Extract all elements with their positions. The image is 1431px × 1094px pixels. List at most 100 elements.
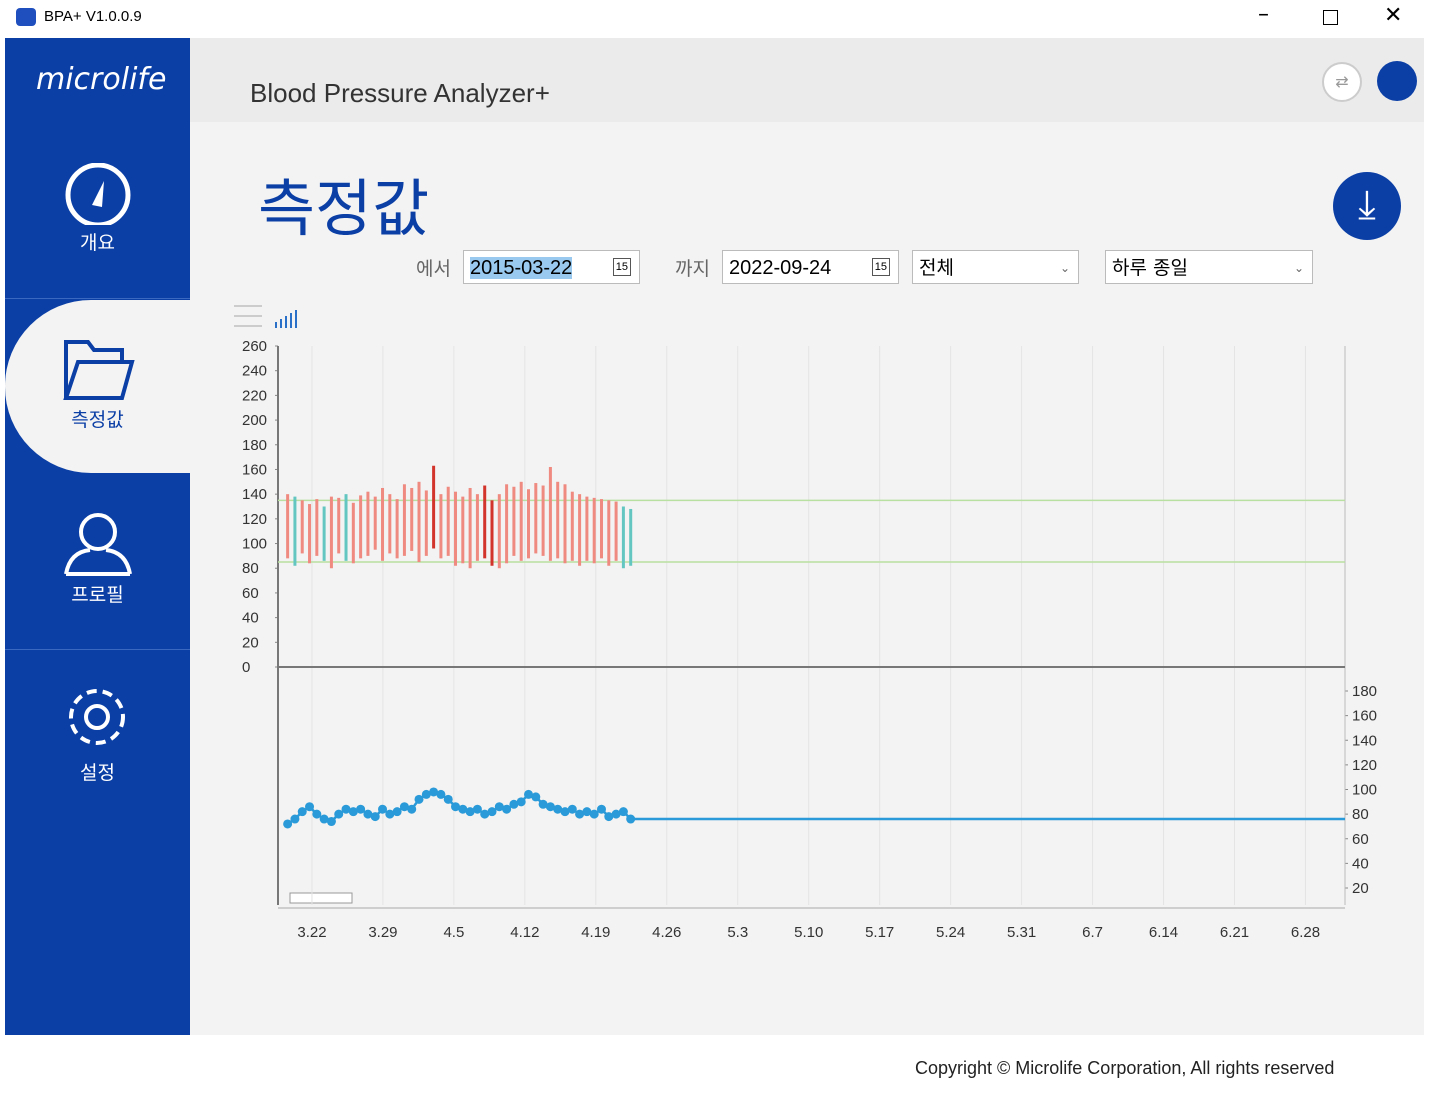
bp-bar (599, 499, 603, 559)
pulse-point (480, 809, 490, 819)
calendar-icon[interactable]: 15 (612, 258, 631, 276)
x-tick-label: 6.21 (1220, 924, 1249, 941)
pulse-point (451, 802, 461, 812)
folder-icon (63, 340, 135, 400)
y2-tick-label: 120 (1352, 757, 1377, 774)
overview-icon (65, 163, 131, 225)
brand: microlife (36, 62, 167, 97)
time-select[interactable]: 하루 종일 ⌄ (1105, 250, 1313, 284)
pulse-point (319, 814, 329, 824)
chart: 3.22 3.29 4.5 4.12 4.19 4.26 5.3 5.10 5.17 5.24 5.… (234, 305, 1377, 941)
close[interactable]: ✕ (1384, 3, 1403, 28)
bp-bar (410, 487, 414, 551)
switch-button[interactable]: ⇄ (1322, 62, 1362, 102)
bp-bar (629, 508, 633, 566)
x-tick-label: 6.7 (1082, 924, 1103, 941)
pulse-point (509, 799, 519, 809)
y2-tick-label: 80 (1352, 806, 1369, 823)
bp-bar (490, 500, 494, 566)
footer: Copyright © Microlife Corporation, All r… (915, 1058, 1335, 1078)
bp-bar (315, 499, 319, 556)
bp-bar (519, 481, 523, 561)
pulse-point (363, 809, 373, 819)
bp-bar (446, 486, 450, 556)
pulse-point (334, 809, 344, 819)
date-text: 2022-09-24 (729, 257, 832, 279)
x-tick-label: 5.3 (727, 924, 748, 941)
y2-tick-label: 180 (1352, 683, 1377, 700)
minimize[interactable]: – (1258, 2, 1269, 27)
window-title: BPA+ V1.0.0.9 (44, 8, 142, 25)
pulse-point (589, 809, 599, 819)
pulse-point (283, 819, 293, 829)
app-icon (16, 8, 36, 26)
from-date[interactable]: 2015-03-22 15 (463, 250, 640, 284)
x-tick-label: 4.19 (581, 924, 610, 941)
y2-tick-label: 140 (1352, 732, 1377, 749)
bp-bar (541, 485, 545, 556)
bp-bar (388, 494, 392, 554)
divider (5, 298, 190, 299)
bp-bar (454, 491, 458, 566)
bp-bar (293, 496, 297, 566)
pulse-point (560, 807, 570, 817)
period-select[interactable]: 전체 ⌄ (912, 250, 1079, 284)
y-tick-label: 240 (242, 363, 267, 380)
download-button[interactable]: ⤓ (1333, 172, 1401, 240)
bp-bar (534, 483, 538, 554)
y-tick-label: 80 (242, 560, 259, 577)
chart-toolbar[interactable] (234, 305, 297, 328)
nav-item[interactable]: 프로필 (71, 584, 124, 606)
bp-bar (556, 481, 560, 559)
bp-bar (329, 496, 333, 569)
y2-tick-label: 160 (1352, 708, 1377, 725)
y-tick-label: 160 (242, 461, 267, 478)
y-tick-label: 40 (242, 610, 259, 627)
pulse-point (290, 814, 300, 824)
bp-bar (563, 484, 567, 564)
pulse-point (582, 807, 592, 817)
bp-bar (424, 490, 428, 556)
y-tick-label: 260 (242, 338, 267, 355)
bp-bar (548, 466, 552, 561)
bp-bar (512, 486, 516, 556)
bp-bar (570, 491, 574, 561)
maximize[interactable] (1323, 10, 1338, 25)
scrollbar-thumb[interactable] (289, 892, 353, 904)
bp-bar (381, 487, 385, 561)
pulse-point (392, 807, 402, 817)
bp-bar (505, 484, 509, 564)
y2-tick-label: 40 (1352, 855, 1369, 872)
bp-bar (308, 504, 312, 564)
manual-button[interactable] (1377, 61, 1417, 101)
nav-item[interactable]: 개요 (80, 232, 115, 254)
select-text: 하루 종일 (1112, 257, 1188, 279)
bp-bar (461, 496, 465, 564)
x-tick-label: 3.29 (368, 924, 397, 941)
bp-bar (300, 500, 304, 554)
from-label: 에서 (416, 258, 451, 280)
pulse-point (378, 804, 388, 814)
nav-item[interactable]: 설정 (80, 762, 115, 784)
to-date[interactable]: 2022-09-24 15 (722, 250, 899, 284)
profile-icon (64, 513, 132, 576)
calendar-icon[interactable]: 15 (871, 258, 890, 276)
x-tick-label: 4.5 (443, 924, 464, 941)
pulse-point (385, 809, 395, 819)
bp-bar (337, 497, 341, 554)
x-tick-label: 5.17 (865, 924, 894, 941)
bp-bar (475, 494, 479, 561)
bp-bar (614, 501, 618, 561)
to-label: 까지 (675, 258, 710, 280)
pulse-point (596, 804, 606, 814)
y2-tick-label: 100 (1352, 782, 1377, 799)
pulse-point (516, 797, 526, 807)
pulse-point (407, 804, 417, 814)
bp-bar (395, 499, 399, 559)
pulse-point (611, 809, 621, 819)
pulse-point (626, 814, 636, 824)
y-tick-label: 220 (242, 387, 267, 404)
y-tick-label: 180 (242, 437, 267, 454)
nav-item-active[interactable]: 측정값 (71, 409, 124, 431)
